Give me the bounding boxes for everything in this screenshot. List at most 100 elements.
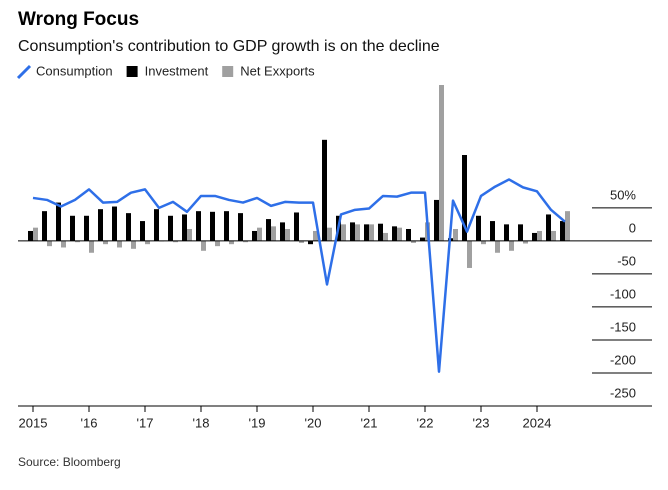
- bar: [266, 219, 271, 241]
- legend-swatch: [126, 66, 138, 77]
- bar: [238, 213, 243, 241]
- bar: [560, 221, 565, 241]
- line: [32, 178, 566, 373]
- bar: [355, 224, 360, 241]
- bar: [84, 215, 89, 241]
- bar: [112, 206, 117, 241]
- bar: [504, 224, 509, 241]
- bar: [42, 211, 47, 241]
- bar: [532, 232, 537, 241]
- bar: [117, 240, 122, 248]
- bar: [224, 211, 229, 241]
- x-tick-label: '23: [473, 415, 490, 430]
- bar: [56, 202, 61, 241]
- bar: [406, 228, 411, 241]
- bar: [61, 240, 66, 248]
- bar: [182, 214, 187, 241]
- bar: [565, 211, 570, 241]
- bar: [145, 240, 150, 245]
- chart-title: Wrong Focus: [18, 9, 139, 30]
- legend-label: Net Exxports: [240, 63, 315, 78]
- bar: [140, 221, 145, 241]
- bar: [229, 240, 234, 245]
- bar: [327, 227, 332, 241]
- x-tick-label: 2015: [19, 415, 48, 430]
- bar: [322, 139, 327, 241]
- y-tick-label: 50%: [610, 187, 636, 202]
- bar: [313, 230, 318, 241]
- y-tick-label: -50: [617, 253, 636, 268]
- bar: [481, 240, 486, 245]
- bar: [210, 211, 215, 241]
- bar: [341, 224, 346, 241]
- bar: [252, 230, 257, 241]
- bar: [476, 215, 481, 241]
- legend-label: Investment: [145, 63, 209, 78]
- bar: [215, 240, 220, 247]
- bar: [103, 240, 108, 245]
- bar: [397, 227, 402, 241]
- x-tick-label: '22: [417, 415, 434, 430]
- x-tick-label: '18: [193, 415, 210, 430]
- bar: [467, 240, 472, 268]
- bar: [126, 213, 131, 241]
- bar: [243, 240, 248, 243]
- bar: [187, 228, 192, 241]
- bar: [294, 212, 299, 241]
- chart-subtitle: Consumption's contribution to GDP growth…: [18, 38, 440, 55]
- source: Source: Bloomberg: [18, 455, 121, 469]
- bar: [551, 230, 556, 241]
- y-tick-label: 0: [629, 220, 636, 235]
- bar: [453, 228, 458, 241]
- bar: [89, 240, 94, 253]
- bar: [75, 240, 80, 243]
- bar: [201, 240, 206, 251]
- bar: [257, 227, 262, 241]
- bar: [271, 226, 276, 241]
- bar: [495, 240, 500, 253]
- bar: [131, 240, 136, 249]
- bar: [523, 240, 528, 244]
- bar: [308, 240, 313, 245]
- x-tick-label: '16: [81, 415, 98, 430]
- y-tick-label: -200: [610, 352, 636, 367]
- x-tick-label: '19: [249, 415, 266, 430]
- y-tick-label: -100: [610, 286, 636, 301]
- bar: [47, 240, 52, 247]
- bar: [154, 209, 159, 241]
- bar: [518, 224, 523, 241]
- bar: [439, 85, 444, 241]
- y-tick-label: -250: [610, 385, 636, 400]
- bar: [420, 237, 425, 241]
- bar: [168, 215, 173, 241]
- bar: [28, 230, 33, 241]
- bar: [509, 240, 514, 251]
- bar: [299, 240, 304, 243]
- bar: [392, 226, 397, 241]
- x-tick-label: 2024: [523, 415, 552, 430]
- x-tick-label: '20: [305, 415, 322, 430]
- bar: [33, 227, 38, 241]
- legend-label: Consumption: [36, 63, 113, 78]
- bar: [350, 222, 355, 241]
- bar: [434, 199, 439, 241]
- bar: [537, 230, 542, 241]
- bar: [364, 224, 369, 241]
- bar: [280, 222, 285, 241]
- bar: [378, 223, 383, 241]
- bar: [462, 155, 467, 241]
- legend-swatch: [16, 64, 32, 80]
- bar: [546, 214, 551, 241]
- x-tick-label: '21: [361, 415, 378, 430]
- bar: [369, 224, 374, 241]
- bar: [70, 215, 75, 241]
- bar: [383, 232, 388, 241]
- legend-swatch: [222, 66, 234, 77]
- bar: [98, 209, 103, 241]
- bar: [173, 240, 178, 243]
- bar: [411, 240, 416, 243]
- bar: [490, 221, 495, 241]
- bar: [196, 211, 201, 241]
- x-tick-label: '17: [137, 415, 154, 430]
